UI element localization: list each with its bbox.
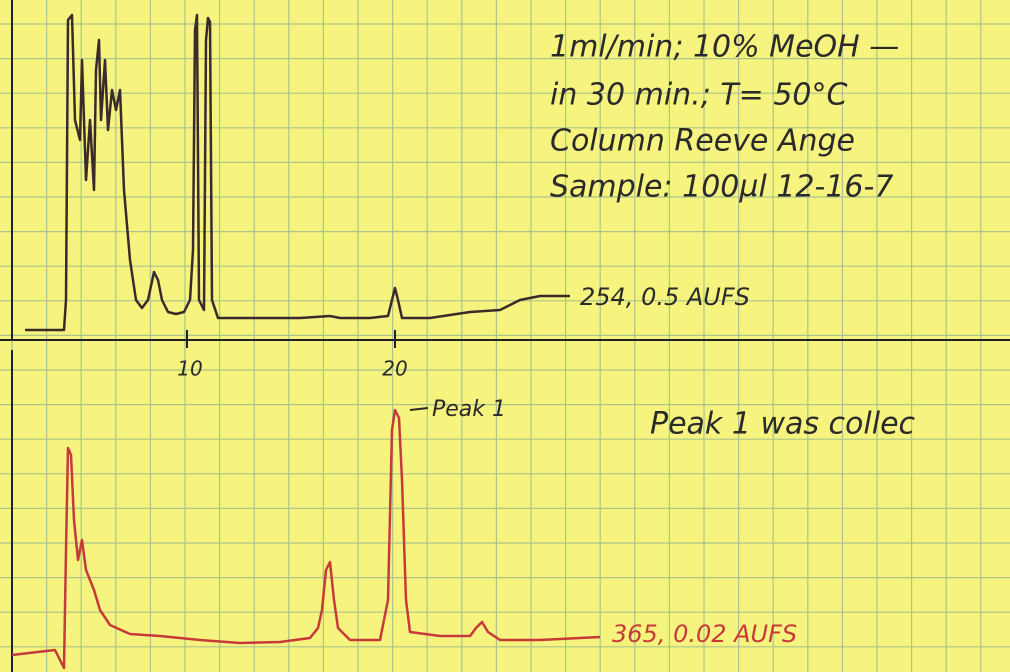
note-line: in 30 min.; T= 50°C	[550, 78, 848, 113]
peak-annotation: Peak 1	[432, 397, 506, 422]
uv254-trace	[25, 13, 570, 332]
uv365-trace	[11, 408, 601, 670]
tick-label: 10	[177, 357, 202, 381]
note-line: Column Reeve Ange	[550, 124, 855, 159]
trace-label: 254, 0.5 AUFS	[580, 283, 750, 311]
trace-label: 365, 0.02 AUFS	[612, 620, 797, 648]
collection-note: Peak 1 was collec	[650, 407, 916, 442]
note-line: 1ml/min; 10% MeOH —	[550, 30, 899, 65]
tick-label: 20	[382, 357, 407, 381]
note-line: Sample: 100µl 12-16-7	[550, 170, 893, 205]
annotation-leader	[409, 407, 429, 411]
